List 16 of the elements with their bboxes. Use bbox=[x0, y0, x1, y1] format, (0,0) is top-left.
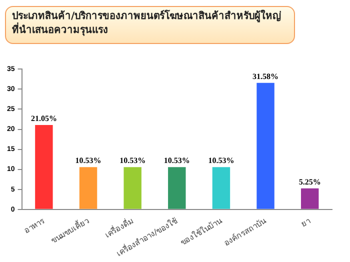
data-label: 10.53% bbox=[208, 156, 234, 166]
data-label: 5.25% bbox=[298, 177, 321, 186]
chart-title: ประเภทสินค้า/บริการของภาพยนตร์โฆษณาสินค้าสำหรับผู้ใหญ่ที่นำเสนอความรุนแรง bbox=[5, 6, 295, 44]
data-label: 31.58% bbox=[252, 72, 279, 81]
x-tick-label: ยา bbox=[300, 216, 312, 229]
bar bbox=[124, 167, 142, 209]
data-label: 10.53% bbox=[164, 156, 190, 166]
bar bbox=[256, 82, 274, 209]
data-label: 10.53% bbox=[75, 156, 102, 166]
bar bbox=[79, 167, 98, 209]
bar bbox=[168, 167, 186, 209]
bar bbox=[35, 125, 53, 209]
data-label: 10.53% bbox=[120, 156, 146, 166]
data-label: 21.05% bbox=[30, 114, 57, 124]
bar bbox=[300, 188, 319, 209]
bar bbox=[212, 167, 230, 209]
